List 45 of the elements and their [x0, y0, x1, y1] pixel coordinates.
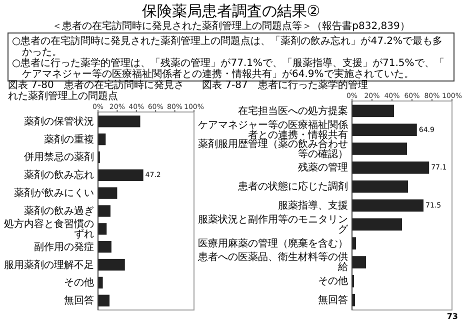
bar [98, 258, 125, 271]
y-tick-label: 薬剤の保管状況 [24, 115, 94, 128]
y-tick-label: 薬剤の飲み忘れ [24, 168, 94, 181]
bar [352, 124, 417, 136]
text: ○患者の在宅訪問時に発見された薬剤管理上の問題点は、「薬剤の飲み忘れ」が47.2%で最も多かった。 [12, 35, 442, 58]
bar [352, 218, 402, 231]
bar [98, 169, 144, 181]
bar [352, 142, 407, 155]
y-tick-label: 薬剤の重複 [44, 133, 94, 146]
y-tick-label: その他 [318, 274, 348, 287]
y-tick-label: 副作用の発症 [34, 240, 94, 253]
y-tick-label: 薬剤が飲みにくい [14, 186, 94, 199]
text: ＜患者の在宅訪問時に発見された薬剤管理上の問題点等＞（報告書p832,839） [52, 20, 410, 32]
y-tick-label: 患者の状態に応じた調剤 [237, 180, 348, 192]
bar [98, 241, 112, 253]
y-tick-label: 在宅担当医への処方提案 [238, 104, 348, 117]
bar [98, 276, 103, 288]
y-tick-label: 患者への医薬品、衛生材料等の供給 [197, 250, 348, 273]
chart-title: 図表 7-87 患者に行った薬学的管理 [202, 79, 368, 91]
bar [98, 205, 110, 217]
text: ○患者に行った薬学的管理は、「残薬の管理」が77.1%で、「服薬指導、支援」が71.5%で、「ケアマネジャー等の医療福祉関係者との連携・情報共有」が64.9%で実施されていた。 [12, 57, 444, 80]
y-tick-label: 服薬状況と副作用等のモニタリング [198, 213, 349, 236]
bar [352, 104, 394, 118]
bar [98, 116, 140, 128]
y-tick-label: 服薬指導、支援 [278, 199, 348, 212]
bar [352, 180, 408, 193]
y-tick-label: 残薬の管理 [298, 161, 348, 174]
bar [352, 199, 424, 212]
y-tick-label: 薬剤の飲み過ぎ [24, 204, 94, 217]
y-tick-label: 無回答 [318, 294, 348, 306]
bar [352, 162, 430, 174]
y-tick-label: 服用薬剤の理解不足 [4, 258, 94, 270]
y-tick-label: 併用禁忌の薬剤 [24, 150, 94, 163]
y-tick-label: その他 [64, 276, 94, 288]
bar [98, 134, 106, 146]
y-tick-label: 無回答 [64, 294, 94, 306]
y-tick-label: 医療用麻薬の管理（廃棄を含む） [198, 237, 348, 250]
text: 73 [446, 312, 458, 320]
bar [352, 256, 366, 268]
text: 保険薬局患者調査の結果② [142, 2, 320, 20]
bar [98, 223, 107, 235]
bar [98, 294, 110, 306]
chart-title: 図表 7-80 患者の在宅訪問時に発見された薬剤管理上の問題点 [8, 79, 184, 102]
bar [98, 187, 118, 199]
y-tick-label: 処方内容と食習慣のずれ [4, 218, 94, 240]
